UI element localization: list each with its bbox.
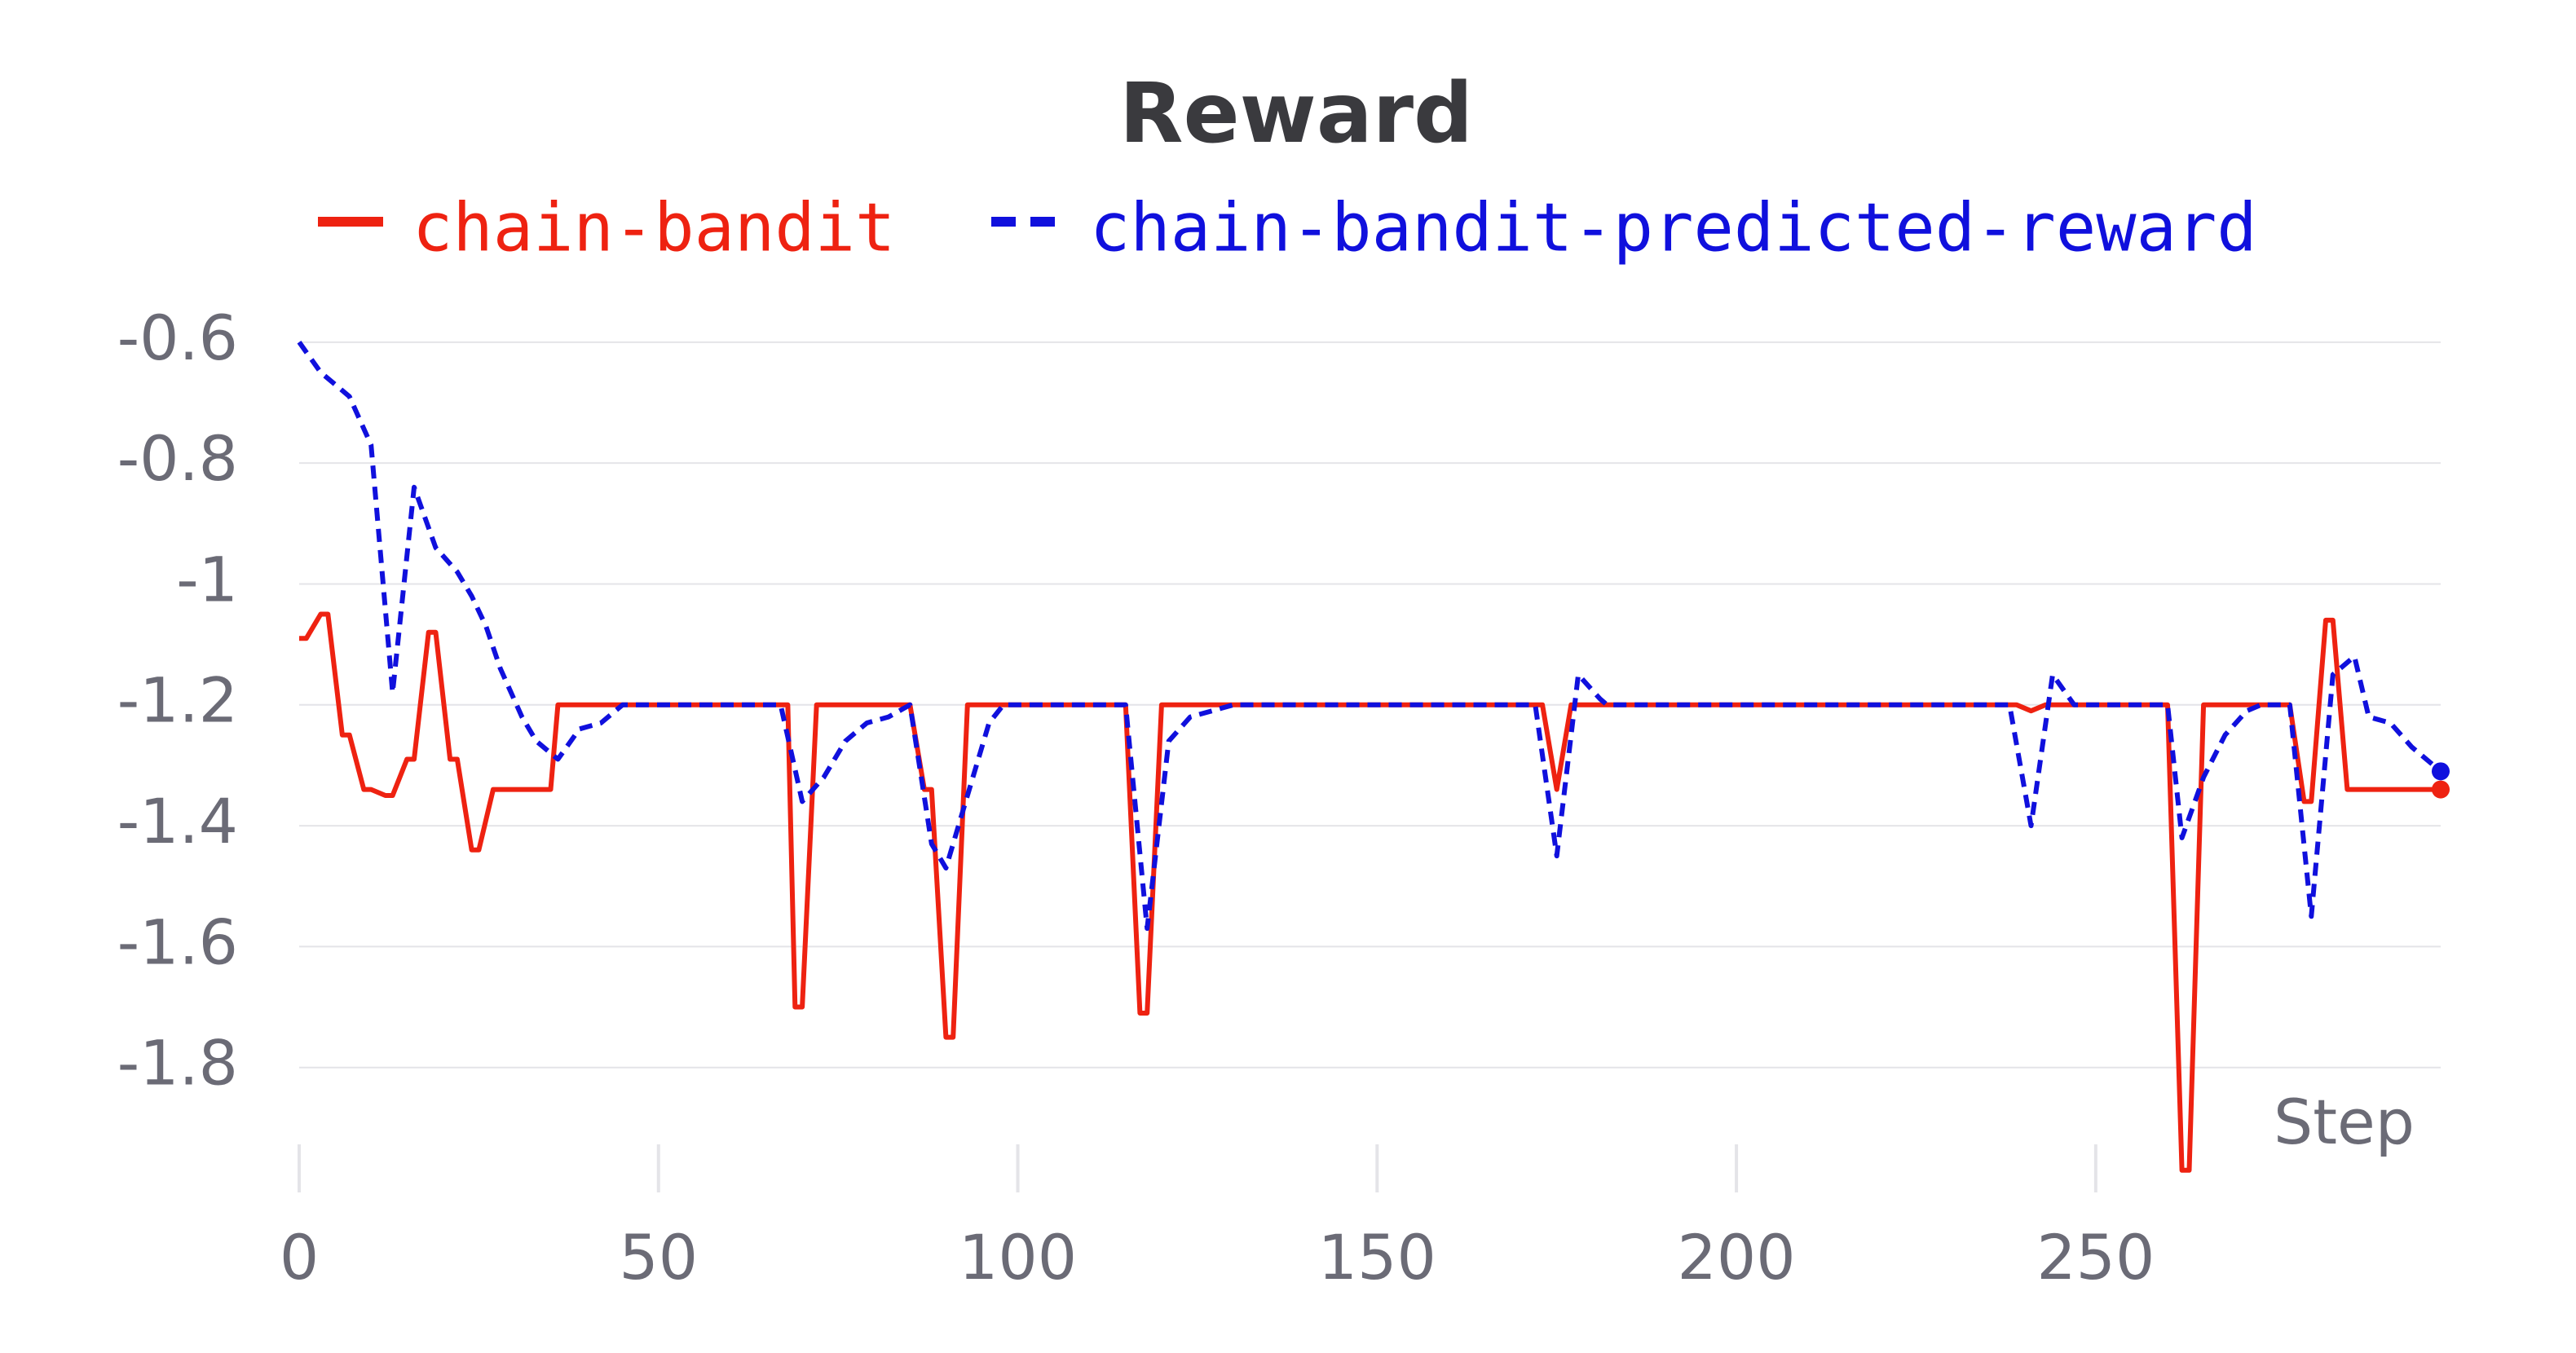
end-point xyxy=(2432,780,2450,799)
y-tick-label: -1.2 xyxy=(117,664,238,737)
y-tick-label: -0.8 xyxy=(117,422,238,495)
legend-label: chain-bandit-predicted-reward xyxy=(1090,189,2257,267)
y-tick-label: -1.8 xyxy=(117,1027,238,1100)
series-line xyxy=(297,341,2442,932)
legend-label: chain-bandit xyxy=(412,189,895,267)
x-tick-label: 200 xyxy=(1678,1221,1796,1294)
x-axis-label: Step xyxy=(2274,1086,2415,1158)
x-tick-label: 50 xyxy=(619,1221,698,1294)
y-tick-label: -1 xyxy=(176,543,238,615)
y-tick-label: -1.6 xyxy=(117,906,238,978)
x-tick-label: 100 xyxy=(959,1221,1077,1294)
series-line xyxy=(299,611,2441,1173)
y-tick-label: -0.6 xyxy=(117,302,238,374)
end-point xyxy=(2432,762,2450,781)
y-tick-label: -1.4 xyxy=(117,785,238,857)
x-tick-label: 150 xyxy=(1318,1221,1436,1294)
x-tick-label: 250 xyxy=(2036,1221,2155,1294)
chart-title: Reward xyxy=(1119,65,1473,162)
x-tick-label: 0 xyxy=(280,1221,319,1294)
